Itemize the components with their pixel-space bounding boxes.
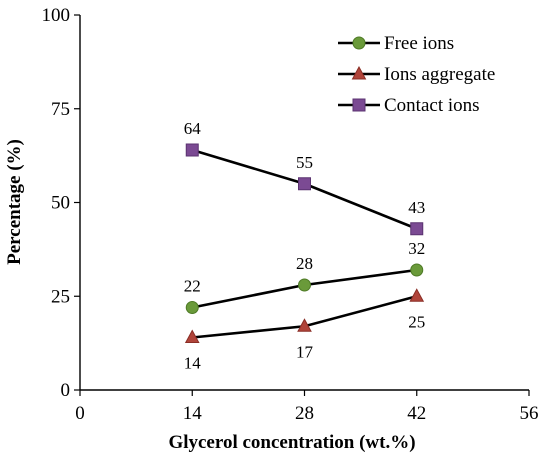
data-point-contact-ions (298, 177, 311, 191)
x-tick-label: 14 (183, 403, 203, 424)
data-label-ions-aggregate: 17 (296, 342, 314, 361)
y-tick-label: 50 (51, 193, 70, 214)
data-point-free-ions (298, 278, 311, 292)
x-tick-label: 56 (520, 403, 539, 424)
legend-label-contact-ions: Contact ions (384, 95, 480, 116)
legend-marker-ions-aggregate (351, 65, 367, 80)
data-label-contact-ions: 64 (184, 119, 202, 138)
x-ticks: 0 14 28 42 56 (75, 390, 539, 424)
legend-marker-free-ions (352, 36, 366, 50)
legend-label-ions-aggregate: Ions aggregate (384, 64, 495, 85)
y-ticks: 0 25 50 75 100 (42, 5, 80, 401)
y-tick-label: 75 (51, 99, 70, 120)
series-markers (184, 143, 425, 343)
data-point-contact-ions (185, 143, 199, 157)
y-tick-label: 0 (61, 380, 71, 401)
data-label-free-ions: 28 (296, 254, 313, 273)
data-point-ions-aggregate (409, 288, 425, 302)
x-tick-label: 28 (295, 403, 314, 424)
plot-area: 0 25 50 75 100 0 14 28 42 56 22 28 32 14 17 25 64 55 43 (42, 5, 539, 424)
data-label-contact-ions: 43 (408, 198, 425, 217)
x-axis-title: Glycerol concentration (wt.%) (168, 432, 415, 453)
legend-label-free-ions: Free ions (384, 33, 454, 54)
x-tick-label: 0 (75, 403, 85, 424)
data-labels: 22 28 32 14 17 25 64 55 43 (184, 119, 426, 373)
data-label-ions-aggregate: 25 (408, 312, 425, 331)
data-label-contact-ions: 55 (296, 153, 313, 172)
data-point-free-ions (410, 263, 424, 277)
legend: Free ions Ions aggregate Contact ions (338, 33, 495, 116)
data-point-contact-ions (410, 222, 424, 236)
data-point-ions-aggregate (297, 318, 312, 332)
y-axis-title: Percentage (%) (4, 139, 25, 265)
data-point-free-ions (185, 301, 199, 314)
data-point-ions-aggregate (184, 329, 200, 343)
data-label-ions-aggregate: 14 (184, 354, 202, 373)
data-label-free-ions: 22 (184, 277, 201, 296)
y-tick-label: 100 (42, 5, 71, 26)
y-tick-label: 25 (51, 286, 70, 307)
legend-marker-contact-ions (352, 98, 366, 112)
x-tick-label: 42 (407, 403, 426, 424)
data-label-free-ions: 32 (408, 239, 425, 258)
